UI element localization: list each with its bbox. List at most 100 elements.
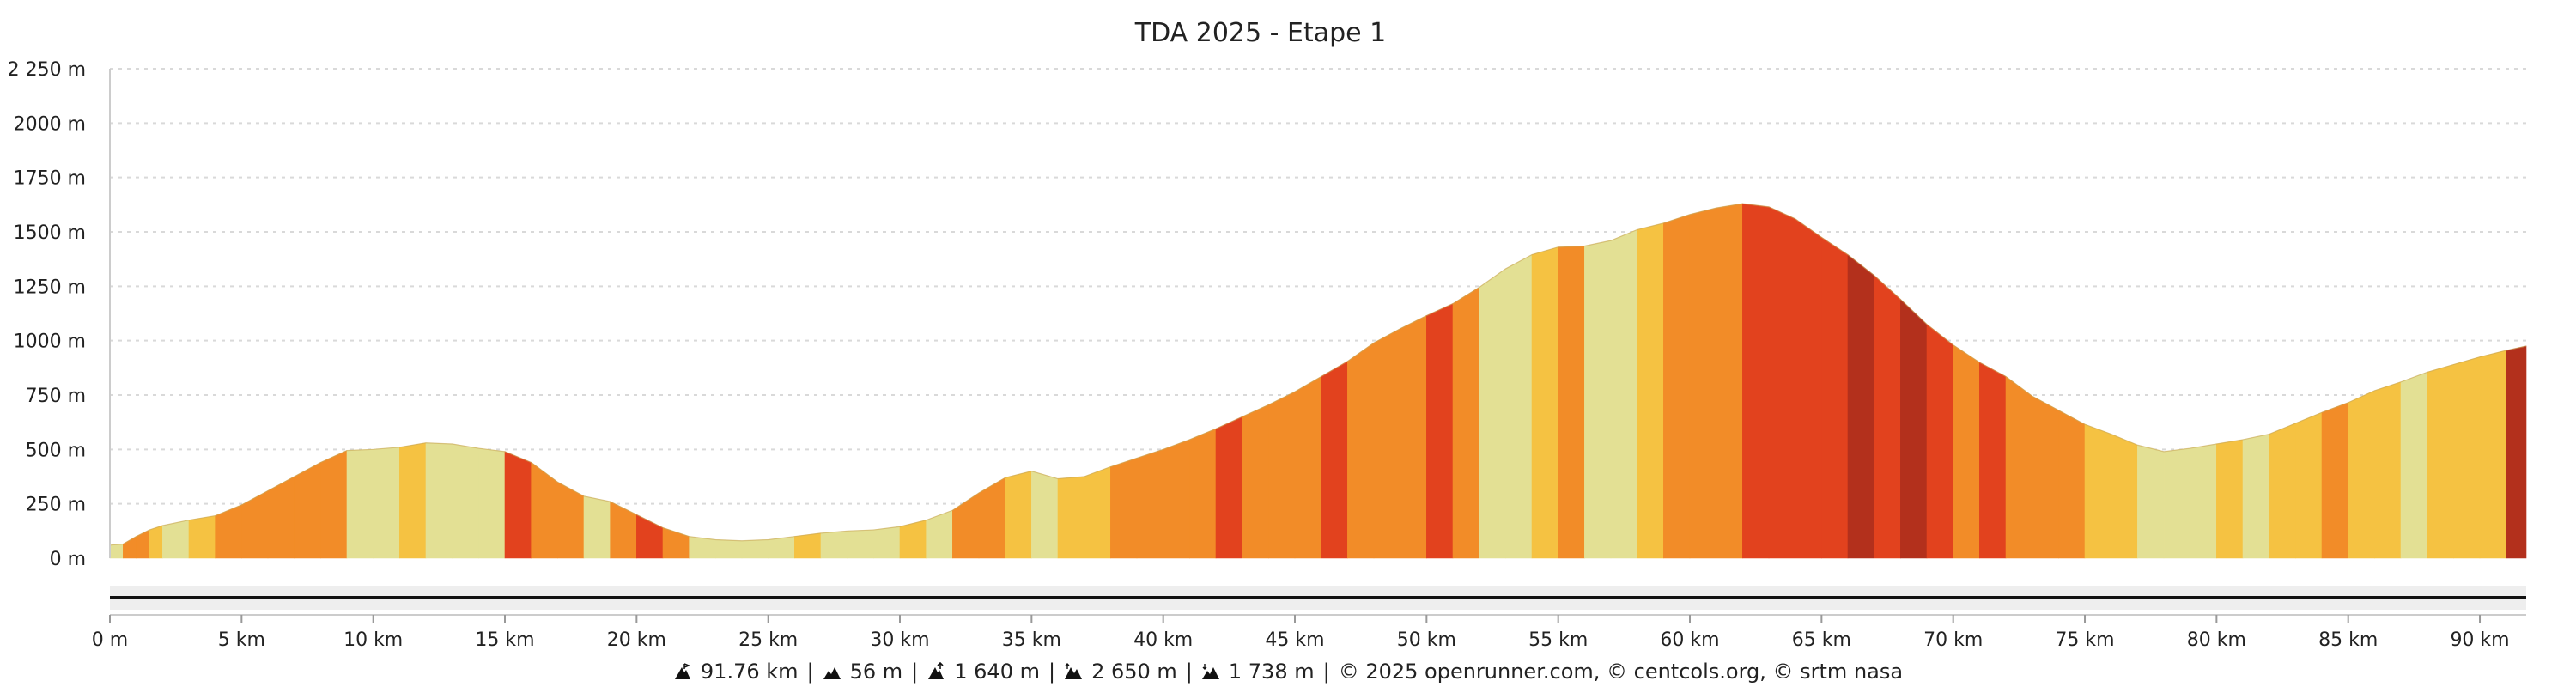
- elevation-segment: [531, 461, 558, 559]
- elevation-segment: [2374, 381, 2402, 559]
- elevation-segment: [2321, 402, 2348, 559]
- x-tick-label: 30 km: [870, 629, 929, 651]
- elevation-segment: [1505, 254, 1533, 559]
- elevation-segment: [2242, 434, 2269, 559]
- elevation-segment: [1531, 246, 1558, 559]
- ascent-icon: [928, 662, 945, 679]
- elevation-segment: [1953, 344, 1980, 559]
- y-tick-label: 750 m: [26, 386, 86, 407]
- chart-canvas: TDA 2025 - Etape 1 0 m 250 m 500 m 750 m 100…: [8, 18, 2527, 651]
- elevation-segment: [1163, 439, 1190, 559]
- distance-icon: [674, 663, 690, 679]
- chart-title: TDA 2025 - Etape 1: [1134, 18, 1386, 48]
- elevation-segment: [1584, 240, 1612, 559]
- elevation-segment: [215, 504, 242, 559]
- elevation-segment: [926, 509, 953, 559]
- elevation-segment: [873, 526, 901, 559]
- elevation-segment: [1084, 466, 1111, 559]
- elevation-segment: [557, 481, 585, 559]
- y-tick-label: 500 m: [26, 440, 86, 461]
- x-tick-label: 90 km: [2450, 629, 2509, 651]
- elevation-segment: [136, 529, 150, 559]
- y-tick-label: 1000 m: [14, 331, 86, 353]
- elevation-segment: [149, 525, 163, 559]
- elevation-segment: [1768, 206, 1795, 559]
- stat-separator: |: [1322, 660, 1330, 684]
- elevation-segment: [504, 451, 532, 559]
- x-tick-label: 65 km: [1792, 629, 1851, 651]
- elevation-segment: [1426, 303, 1454, 559]
- elevation-segment: [1847, 253, 1874, 559]
- elevation-segment: [2295, 411, 2323, 559]
- elevation-segment: [2111, 434, 2138, 559]
- y-tick-label: 2 250 m: [8, 59, 86, 81]
- elevation-segment: [1637, 222, 1664, 559]
- elevation-segment: [1031, 471, 1059, 559]
- elevation-segment: [1558, 246, 1585, 559]
- elevation-segment: [2400, 371, 2427, 559]
- elevation-segment: [2216, 439, 2244, 559]
- elevation-segment: [1452, 287, 1479, 559]
- elevation-segment: [1742, 203, 1770, 559]
- elevation-segment: [2506, 345, 2527, 559]
- elevation-segment: [2269, 423, 2296, 559]
- elevation-segment: [610, 501, 637, 559]
- y-tick-label: 1750 m: [14, 168, 86, 190]
- elevation-segment: [1189, 428, 1217, 559]
- x-tick-label: 60 km: [1660, 629, 1719, 651]
- stat-separator: |: [1048, 660, 1056, 684]
- elevation-segment: [1979, 362, 2007, 559]
- elevation-segment: [2005, 375, 2032, 559]
- elevation-segment: [2348, 390, 2375, 559]
- elevation-segment: [1689, 207, 1716, 559]
- elevation-segment: [741, 539, 769, 559]
- x-tick-label: 20 km: [607, 629, 666, 651]
- elevation-segment: [452, 443, 479, 559]
- elevation-segment: [2032, 395, 2059, 559]
- y-axis: 0 m 250 m 500 m 750 m 1000 m 1250 m 1500 m 1750…: [8, 59, 86, 570]
- stat-max-altitude: 2 650 m: [1091, 660, 1177, 684]
- elevation-segment: [373, 447, 400, 559]
- x-tick-label: 80 km: [2187, 629, 2246, 651]
- elevation-segment: [1242, 404, 1269, 559]
- stat-ascent: 1 640 m: [954, 660, 1040, 684]
- elevation-segment: [1400, 315, 1427, 559]
- x-tick-label: 50 km: [1397, 629, 1456, 651]
- elevation-segment: [847, 529, 874, 559]
- elevation-segment: [2163, 447, 2190, 559]
- elevation-segment: [320, 450, 348, 559]
- x-tick-label: 0 m: [92, 629, 128, 651]
- elevation-segment: [1294, 375, 1321, 559]
- x-tick-label: 75 km: [2055, 629, 2114, 651]
- elevation-segment: [1057, 476, 1084, 559]
- elevation-segment: [1900, 298, 1928, 559]
- range-scrollbar[interactable]: [110, 586, 2526, 610]
- attribution-text: © 2025 openrunner.com, © centcols.org, ©…: [1338, 660, 1904, 684]
- elevation-segment: [188, 515, 216, 559]
- stat-distance: 91.76 km: [700, 660, 799, 684]
- elevation-segment: [1347, 342, 1375, 559]
- x-tick-label: 5 km: [218, 629, 265, 651]
- elevation-segment: [425, 442, 453, 559]
- elevation-segment: [109, 544, 124, 559]
- elevation-segment: [2137, 444, 2165, 559]
- elevation-segment: [1479, 268, 1506, 559]
- elevation-segment: [294, 462, 321, 559]
- elevation-segment: [1268, 391, 1296, 559]
- elevation-segment: [1795, 218, 1822, 559]
- elevation-segment: [2084, 423, 2111, 559]
- elevation-segment: [1874, 274, 1901, 559]
- elevation-segment: [1716, 203, 1743, 559]
- elevation-segment: [2058, 410, 2086, 559]
- elevation-segment: [1373, 328, 1400, 559]
- elevation-segment: [952, 492, 980, 559]
- stat-separator: |: [806, 660, 814, 684]
- elevation-segment: [399, 442, 427, 559]
- max-altitude-icon: [1065, 663, 1083, 679]
- y-tick-label: 0 m: [50, 549, 86, 570]
- elevation-area: [109, 203, 2527, 559]
- elevation-segment: [1215, 416, 1242, 559]
- elevation-segment: [162, 520, 190, 559]
- elevation-segment: [346, 449, 374, 559]
